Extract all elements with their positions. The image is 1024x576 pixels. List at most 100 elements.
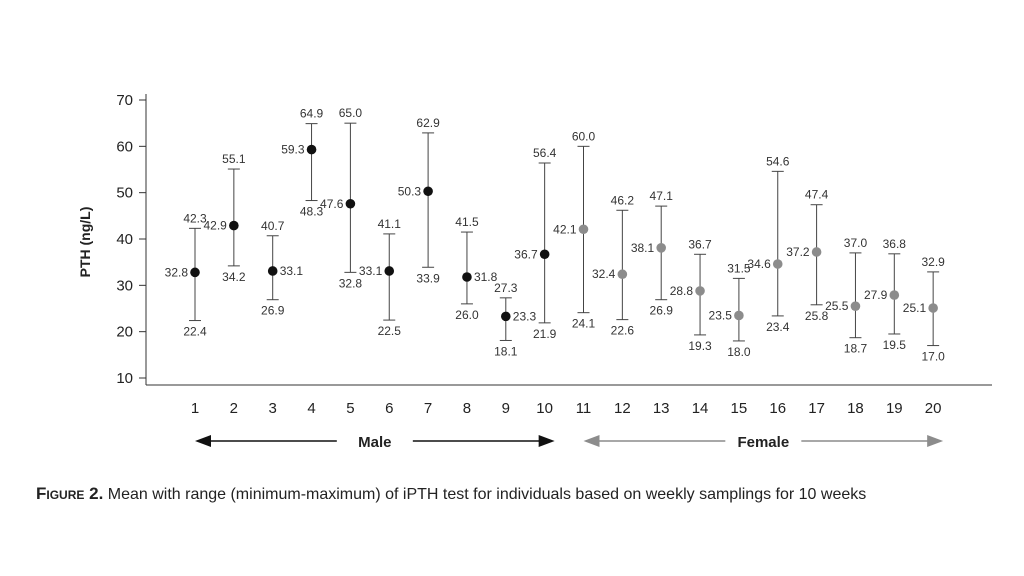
min-label: 32.8: [339, 276, 363, 290]
mean-point: [501, 311, 511, 322]
mean-label: 42.1: [553, 222, 577, 236]
arrowhead-right: [927, 435, 944, 447]
mean-label: 59.3: [281, 143, 305, 157]
min-label: 26.9: [261, 304, 285, 318]
min-label: 33.9: [416, 271, 440, 285]
max-label: 55.1: [222, 152, 246, 166]
min-label: 19.5: [883, 338, 907, 352]
max-label: 36.7: [688, 237, 712, 251]
min-label: 22.6: [611, 324, 635, 338]
max-label: 27.3: [494, 281, 518, 295]
min-label: 18.1: [494, 344, 518, 358]
arrowhead-right: [538, 435, 555, 447]
mean-label: 25.5: [825, 299, 849, 313]
caption-text: Mean with range (minimum-maximum) of iPT…: [103, 486, 867, 503]
mean-label: 38.1: [631, 241, 655, 255]
max-label: 62.9: [416, 116, 440, 130]
mean-point: [772, 259, 783, 269]
mean-point: [811, 247, 822, 257]
max-label: 54.6: [766, 154, 790, 168]
mean-point: [229, 220, 239, 231]
min-label: 34.2: [222, 270, 246, 284]
x-tick-label: 2: [230, 400, 238, 417]
y-tick-label: 20: [116, 324, 133, 341]
min-label: 22.5: [378, 324, 402, 338]
mean-point: [267, 266, 278, 276]
max-label: 40.7: [261, 219, 285, 233]
x-tick-label: 17: [808, 400, 825, 417]
mean-point: [656, 243, 666, 253]
max-label: 64.9: [300, 107, 324, 121]
mean-label: 33.1: [280, 264, 304, 278]
mean-label: 32.8: [165, 265, 189, 279]
min-label: 26.0: [455, 308, 479, 322]
max-label: 41.1: [378, 217, 402, 231]
figure-label: Figure 2.: [36, 484, 104, 503]
x-tick-label: 12: [614, 400, 631, 417]
min-label: 23.4: [766, 320, 790, 334]
min-label: 18.0: [727, 345, 751, 359]
x-tick-label: 7: [424, 400, 432, 417]
mean-label: 37.2: [786, 245, 810, 259]
mean-label: 36.7: [514, 247, 538, 261]
min-label: 24.1: [572, 317, 596, 331]
mean-label: 25.1: [903, 301, 927, 315]
mean-point: [617, 269, 628, 280]
min-label: 26.9: [650, 304, 674, 318]
mean-label: 23.5: [709, 308, 733, 322]
mean-point: [462, 272, 472, 282]
x-tick-label: 10: [536, 400, 553, 417]
group-label: Female: [737, 434, 789, 451]
x-tick-label: 4: [307, 400, 315, 417]
min-label: 19.3: [688, 339, 712, 353]
max-label: 65.0: [339, 106, 363, 120]
x-tick-label: 8: [463, 400, 471, 417]
x-tick-label: 1: [191, 400, 199, 417]
mean-point: [306, 144, 317, 155]
mean-label: 33.1: [359, 264, 383, 278]
min-label: 25.8: [805, 309, 829, 323]
mean-point: [578, 224, 589, 235]
x-tick-label: 18: [847, 400, 864, 417]
mean-label: 42.9: [203, 219, 227, 233]
max-label: 60.0: [572, 129, 596, 143]
mean-label: 50.3: [398, 184, 422, 198]
y-tick-label: 60: [116, 138, 133, 155]
x-tick-label: 13: [653, 400, 670, 417]
max-label: 46.2: [611, 193, 635, 207]
max-label: 47.1: [650, 189, 674, 203]
x-tick-label: 5: [346, 400, 354, 417]
mean-label: 31.8: [474, 270, 498, 284]
max-label: 31.5: [727, 261, 751, 275]
max-label: 37.0: [844, 236, 868, 250]
mean-point: [423, 186, 433, 197]
y-tick-label: 50: [116, 185, 133, 202]
x-tick-label: 3: [269, 400, 277, 417]
mean-point: [734, 310, 744, 321]
mean-point: [928, 303, 938, 313]
mean-point: [695, 286, 705, 296]
mean-label: 23.3: [513, 309, 537, 323]
arrowhead-left: [195, 435, 211, 447]
max-label: 36.8: [883, 237, 907, 251]
y-axis-title: PTH (ng/L): [77, 207, 93, 278]
group-label: Male: [358, 434, 391, 451]
mean-label: 34.6: [747, 257, 771, 271]
mean-point: [539, 249, 550, 260]
max-label: 32.9: [921, 255, 945, 269]
max-label: 47.4: [805, 188, 829, 202]
min-label: 17.0: [921, 350, 945, 364]
mean-label: 28.8: [670, 284, 694, 298]
y-tick-label: 40: [116, 231, 133, 248]
y-tick-label: 10: [116, 370, 133, 387]
max-label: 56.4: [533, 146, 557, 160]
x-tick-label: 11: [576, 400, 592, 417]
min-label: 48.3: [300, 205, 324, 219]
max-label: 41.5: [455, 215, 479, 229]
min-label: 22.4: [183, 325, 207, 339]
x-tick-label: 19: [886, 400, 903, 417]
mean-point: [889, 290, 900, 300]
y-tick-label: 30: [116, 277, 133, 294]
min-label: 18.7: [844, 342, 868, 356]
